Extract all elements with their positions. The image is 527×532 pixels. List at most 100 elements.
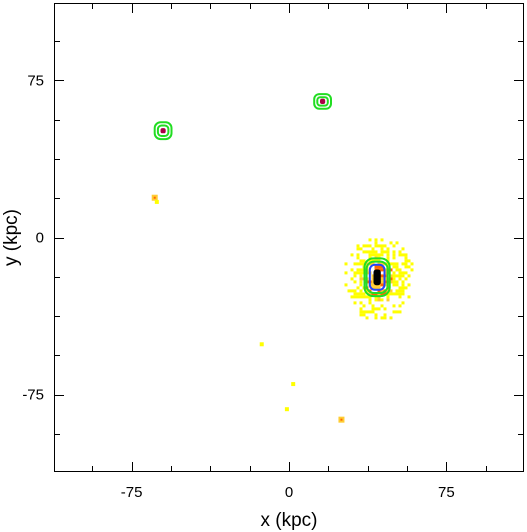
density-cell (401, 247, 405, 251)
density-cell (380, 289, 384, 293)
density-cell (374, 244, 378, 248)
ticks (54, 3, 524, 472)
density-cell (383, 250, 387, 254)
density-cell (377, 298, 381, 302)
density-cell (365, 262, 369, 266)
density-cell (398, 253, 402, 257)
density-cell (350, 253, 354, 257)
density-cell (356, 262, 360, 266)
density-cell (368, 292, 372, 296)
density-cell (371, 286, 375, 290)
density-cell (395, 241, 399, 245)
density-cell (353, 262, 357, 266)
density-cell (371, 262, 375, 266)
density-cell (410, 268, 414, 272)
density-cell (389, 241, 393, 245)
density-cell (410, 262, 414, 266)
y-axis-title: y (kpc) (1, 209, 22, 266)
contour-level (153, 121, 173, 141)
density-cell (398, 274, 402, 278)
density-cell (398, 304, 402, 308)
density-cell (365, 310, 369, 314)
density-cell (380, 250, 384, 254)
density-cell (395, 268, 399, 272)
density-cell (386, 253, 390, 257)
density-cell (365, 244, 369, 248)
density-cell (344, 271, 348, 275)
density-cell (368, 310, 372, 314)
density-cell (380, 244, 384, 248)
density-cell (353, 280, 357, 284)
y-tick-label: 75 (27, 72, 44, 89)
density-cell (368, 250, 372, 254)
density-cell (395, 280, 399, 284)
density-cell (392, 253, 396, 257)
density-cell (398, 271, 402, 275)
density-cell (389, 316, 393, 320)
density-cell (371, 304, 375, 308)
contour-level (373, 269, 381, 286)
density-cell (380, 274, 384, 278)
density-cell (368, 238, 372, 242)
contour-level (363, 257, 391, 298)
density-cell (344, 262, 348, 266)
density-cell (386, 295, 390, 299)
density-cell (404, 265, 408, 269)
density-cell (407, 295, 411, 299)
density-cell (365, 250, 369, 254)
y-tick-label: 0 (36, 230, 44, 247)
density-cell (380, 247, 384, 251)
density-cell (374, 313, 378, 317)
density-cell (395, 283, 399, 287)
density-cell (368, 256, 372, 260)
density-cell (401, 271, 405, 275)
density-cell (380, 277, 384, 281)
particle-core (340, 418, 343, 421)
density-cell (359, 274, 363, 278)
density-cell (374, 238, 378, 242)
density-cell (404, 286, 408, 290)
density-cell (374, 316, 378, 320)
density-cell (353, 295, 357, 299)
x-axis-title: x (kpc) (261, 510, 318, 531)
contour-level (316, 96, 329, 107)
density-cell (374, 265, 378, 269)
density-cell (362, 292, 366, 296)
contour-level (160, 128, 166, 134)
density-cell (374, 253, 378, 257)
density-cell (392, 250, 396, 254)
density-cell (383, 244, 387, 248)
density-cell (377, 253, 381, 257)
density-cell (383, 313, 387, 317)
density-cell (353, 292, 357, 296)
density-cell (359, 259, 363, 263)
density-cell (398, 250, 402, 254)
density-cell (380, 268, 384, 272)
density-cell (380, 304, 384, 308)
density-cell (377, 265, 381, 269)
density-cell (386, 247, 390, 251)
density-cell (392, 277, 396, 281)
density-cell (347, 289, 351, 293)
density-cell (404, 262, 408, 266)
density-cell (365, 316, 369, 320)
density-cell (395, 265, 399, 269)
density-cell (392, 244, 396, 248)
y-tick-label: -75 (22, 387, 44, 404)
density-cell (389, 277, 393, 281)
density-cell (404, 271, 408, 275)
density-cell (389, 280, 393, 284)
density-cell (371, 310, 375, 314)
density-cell (356, 247, 360, 251)
density-cell (362, 295, 366, 299)
contour-level (313, 93, 333, 110)
density-cell (350, 295, 354, 299)
density-cell (386, 250, 390, 254)
density-cell (353, 301, 357, 305)
density-cell (386, 298, 390, 302)
density-cell (392, 292, 396, 296)
density-cell (356, 286, 360, 290)
density-cell (401, 262, 405, 266)
density-cell (362, 259, 366, 263)
